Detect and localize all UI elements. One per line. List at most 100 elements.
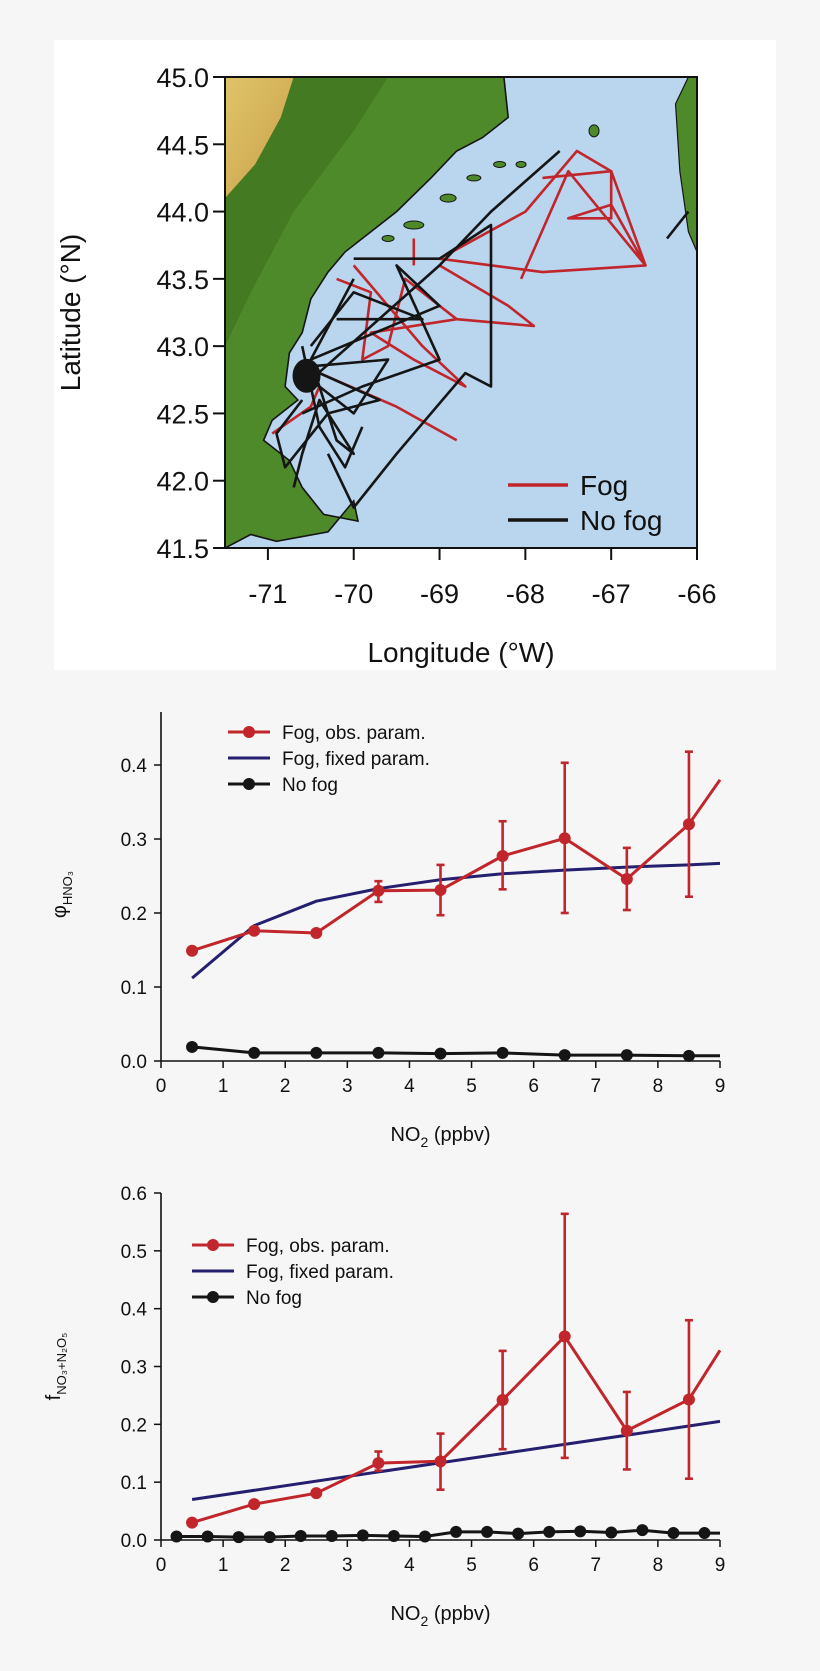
map-y-tick-label-0: 41.5 — [156, 534, 209, 564]
fog-track-1 — [519, 169, 647, 280]
map-legend-label-1: No fog — [580, 505, 663, 536]
y-tick-label-4: 0.4 — [121, 756, 148, 777]
fog-obs-param-point-6 — [558, 832, 571, 845]
map-y-tick-label-6: 44.5 — [156, 130, 209, 160]
no-fog-track-7 — [309, 358, 390, 415]
x-tick-label-8: 8 — [653, 1076, 664, 1097]
fog-obs-param-point-0 — [186, 944, 199, 957]
x-tick-label-6: 6 — [528, 1076, 539, 1097]
x-tick-label-2: 2 — [280, 1076, 291, 1097]
legend-marker-0 — [207, 1239, 219, 1251]
x-axis-label-subscript: 2 — [420, 1613, 428, 1629]
island-1 — [439, 193, 457, 203]
no-fog-track-5 — [309, 290, 424, 347]
island-2 — [466, 174, 482, 182]
map-x-tick-label-2: -69 — [420, 579, 459, 609]
fog-obs-param-point-7 — [620, 872, 633, 885]
no-fog-point-17 — [698, 1527, 711, 1540]
y-tick-label-2: 0.2 — [121, 1415, 147, 1436]
x-tick-label-3: 3 — [342, 1076, 353, 1097]
no-fog-point-7 — [387, 1529, 400, 1542]
y-tick-label-4: 0.4 — [121, 1300, 148, 1321]
fog-obs-param-point-7 — [620, 1424, 633, 1437]
map-panel: 41.5 42.0 42.5 43.0 43.5 44.0 44.5 45.0 -71 -70 -6… — [0, 0, 820, 680]
legend-label-1: Fog, fixed param. — [246, 1262, 394, 1283]
y-tick-label-6: 0.6 — [121, 1184, 147, 1205]
map-y-tick-label-4: 43.5 — [156, 265, 209, 295]
no-fog-point-12 — [543, 1525, 556, 1538]
no-fog-point-3 — [263, 1531, 276, 1544]
x-axis-label-units: (ppbv) — [428, 1603, 490, 1625]
island-0 — [403, 220, 425, 230]
no-fog-point-7 — [620, 1049, 633, 1062]
x-axis-label-main: NO — [390, 1603, 420, 1625]
map-y-tick-label-2: 42.5 — [156, 399, 209, 429]
no-fog-point-6 — [558, 1049, 571, 1062]
legend-label-0: Fog, obs. param. — [246, 1236, 390, 1257]
y-tick-label-1: 0.1 — [121, 978, 147, 999]
no-fog-track-8 — [665, 210, 690, 240]
y-tick-label-0: 0.0 — [121, 1052, 147, 1073]
legend-label-1: Fog, fixed param. — [282, 749, 430, 770]
no-fog-point-13 — [574, 1525, 587, 1538]
y-axis-label-symbol: f — [43, 1394, 65, 1400]
y-tick-label-5: 0.5 — [121, 1242, 147, 1263]
no-fog-point-4 — [294, 1529, 307, 1542]
nova-scotia-coast — [674, 77, 697, 253]
fog-obs-param-line — [191, 778, 722, 953]
no-fog-point-1 — [248, 1046, 261, 1059]
x-tick-label-7: 7 — [590, 1555, 601, 1576]
fog-obs-param-point-4 — [434, 884, 447, 897]
fog-obs-param-point-3 — [372, 1457, 385, 1470]
no-fog-point-9 — [450, 1525, 463, 1538]
x-tick-label-1: 1 — [218, 1555, 229, 1576]
no-fog-point-1 — [201, 1530, 214, 1543]
map-y-tick-label-1: 42.0 — [156, 467, 209, 497]
fog-fixed-param-line — [191, 861, 721, 980]
no-fog-point-16 — [667, 1527, 680, 1540]
no-fog-track-4 — [275, 371, 381, 469]
no-fog-point-0 — [170, 1530, 183, 1543]
no-fog-point-8 — [418, 1530, 431, 1543]
fog-obs-param-point-1 — [248, 924, 261, 937]
fog-obs-param-point-4 — [434, 1455, 447, 1468]
no-fog-point-8 — [682, 1049, 695, 1062]
no-fog-track-3 — [292, 359, 356, 488]
map-x-tick-label-4: -67 — [592, 579, 631, 609]
no-fog-point-6 — [356, 1529, 369, 1542]
y-axis-label-symbol: φ — [49, 905, 71, 918]
no-fog-point-14 — [605, 1526, 618, 1539]
ship-track-map: 41.5 42.0 42.5 43.0 43.5 44.0 44.5 45.0 -71 -70 -6… — [54, 40, 776, 670]
x-axis-label-main: NO — [390, 1124, 420, 1146]
legend-marker-0 — [243, 726, 255, 738]
x-tick-label-6: 6 — [528, 1555, 539, 1576]
legend-label-2: No fog — [246, 1288, 302, 1309]
x-tick-label-1: 1 — [218, 1076, 229, 1097]
island-5 — [515, 160, 527, 168]
legend-marker-2 — [243, 778, 255, 790]
no-fog-point-15 — [636, 1524, 649, 1537]
y-tick-label-0: 0.0 — [121, 1531, 147, 1552]
fog-obs-param-point-5 — [496, 850, 509, 863]
y-axis-label: φHNO₃ — [49, 871, 75, 918]
no-fog-point-5 — [325, 1529, 338, 1542]
fog-obs-param-point-1 — [248, 1498, 261, 1511]
map-x-tick-label-5: -66 — [677, 579, 716, 609]
fog-track-3 — [352, 264, 467, 388]
white-mountains-highland — [225, 77, 294, 199]
map-x-tick-label-3: -68 — [506, 579, 545, 609]
x-tick-label-8: 8 — [653, 1555, 664, 1576]
legend-label-0: Fog, obs. param. — [282, 723, 426, 744]
f-no3-n2o5-panel: 0.0 0.1 0.2 0.3 0.4 0.5 0.6 0 1 2 3 4 5 6 7 8 9 NO2 (ppbv… — [0, 1160, 820, 1671]
x-tick-label-9: 9 — [715, 1076, 726, 1097]
legend-marker-2 — [207, 1291, 219, 1303]
fog-obs-param-point-3 — [372, 884, 385, 897]
y-axis-label: fNO₃+N₂O₅ — [43, 1333, 69, 1401]
fog-obs-param-point-2 — [310, 1487, 323, 1500]
x-axis-label: NO2 (ppbv) — [390, 1124, 490, 1150]
fog-obs-param-line — [191, 1334, 722, 1525]
y-tick-label-2: 0.2 — [121, 904, 147, 925]
y-axis-label-subscript: HNO₃ — [60, 871, 75, 905]
